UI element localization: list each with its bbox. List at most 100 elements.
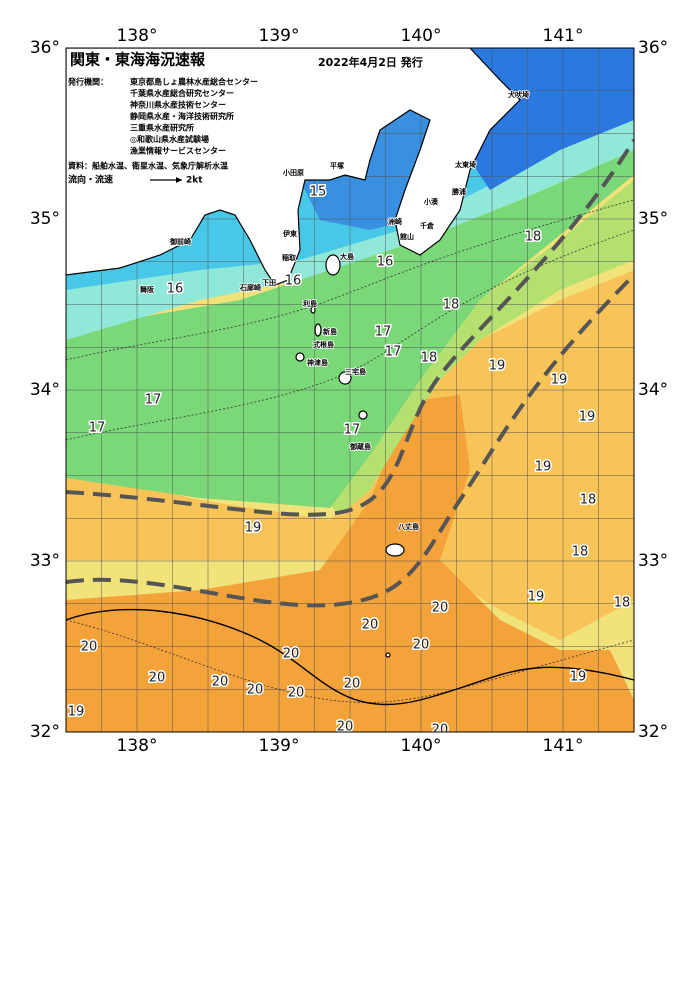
place-name: 勝浦 xyxy=(452,187,466,196)
latitude-label: 34° xyxy=(638,380,668,400)
temperature-label: 20 xyxy=(283,647,300,662)
place-name: 洲崎 xyxy=(388,217,402,226)
islands xyxy=(295,254,405,658)
place-name: 犬吠埼 xyxy=(508,90,529,99)
temperature-label: 17 xyxy=(385,345,402,360)
temperature-label: 17 xyxy=(145,393,162,408)
temperature-label: 20 xyxy=(247,683,264,698)
isotherm xyxy=(66,199,634,361)
latitude-label: 36° xyxy=(638,38,668,58)
isotherm xyxy=(66,619,634,703)
latitude-label: 35° xyxy=(638,209,668,229)
temperature-label: 20 xyxy=(432,723,449,738)
place-name: 平塚 xyxy=(330,161,344,170)
place-name: 八丈島 xyxy=(397,522,419,531)
place-name: 神津島 xyxy=(307,358,328,367)
temperature-label: 19 xyxy=(245,521,262,536)
temperature-label: 20 xyxy=(337,720,354,735)
temperature-label: 19 xyxy=(570,670,587,685)
island xyxy=(310,306,316,314)
current-legend-label: 流向・流速 xyxy=(68,174,113,186)
temperature-label: 15 xyxy=(310,185,327,200)
place-name: 御蔵島 xyxy=(349,442,371,451)
temperature-label: 19 xyxy=(535,460,552,475)
place-name: 小湊 xyxy=(423,197,439,206)
temperature-label: 16 xyxy=(285,274,302,289)
longitude-label: 139° xyxy=(259,736,300,756)
temperature-label: 17 xyxy=(89,421,106,436)
place-name: 利島 xyxy=(303,299,317,308)
place-name: 御前崎 xyxy=(169,237,191,246)
longitude-label: 138° xyxy=(117,26,158,46)
temperature-label: 18 xyxy=(580,493,597,508)
temperature-label: 20 xyxy=(413,638,430,653)
map-area: 15 16 16 16 18 18 17 17 18 19 19 19 17 17 17 19 18 19 18 19… xyxy=(66,48,634,738)
place-name: 千倉 xyxy=(420,221,435,230)
issue-date: 2022年4月2日 発行 xyxy=(318,55,423,69)
temperature-label: 18 xyxy=(421,351,438,366)
current-legend-speed: 2kt xyxy=(186,176,203,186)
latitude-label: 33° xyxy=(638,551,668,571)
island xyxy=(338,371,352,385)
place-name: 稲取 xyxy=(282,253,297,262)
temperature-label: 19 xyxy=(68,705,85,720)
place-name: 舞阪 xyxy=(140,285,155,294)
issuer: 千葉県水産総合研究センター xyxy=(130,88,234,98)
temperature-label: 19 xyxy=(579,410,596,425)
place-name: 式根島 xyxy=(313,340,334,349)
temperature-label: 20 xyxy=(362,618,379,633)
sea-deep-blue xyxy=(470,48,634,190)
isotherm xyxy=(66,229,634,441)
temperature-label: 18 xyxy=(443,298,460,313)
place-name: 下田 xyxy=(262,279,276,287)
issuer: 神奈川県水産技術センター xyxy=(130,100,226,110)
place-name: 太東埼 xyxy=(455,160,476,169)
issuer: 東京都島しょ農林水産総合センター xyxy=(130,77,258,87)
latitude-label: 34° xyxy=(30,380,60,400)
longitude-label: 138° xyxy=(117,736,158,756)
island xyxy=(325,254,341,276)
isotherms xyxy=(66,199,634,703)
place-name: 大島 xyxy=(340,252,354,261)
temperature-label: 18 xyxy=(614,596,631,611)
temperature-label: 20 xyxy=(81,640,98,655)
front-line xyxy=(66,138,634,517)
place-name: 伊東 xyxy=(282,229,298,238)
latitude-label: 36° xyxy=(30,38,60,58)
map-frame xyxy=(65,47,635,733)
temperature-label: 19 xyxy=(528,590,545,605)
latitude-label: 32° xyxy=(638,722,668,742)
current-legend-arrowhead xyxy=(176,177,182,183)
issuer: 漁業情報サービスセンター xyxy=(130,146,226,156)
land xyxy=(66,48,521,286)
place-name: 新島 xyxy=(323,327,337,336)
latitude-label: 33° xyxy=(30,551,60,571)
longitude-label: 139° xyxy=(259,26,300,46)
temperature-label: 19 xyxy=(489,359,506,374)
temperature-label: 16 xyxy=(167,282,184,297)
isotherm-20 xyxy=(66,608,634,706)
issuer-label: 発行機関： xyxy=(67,77,108,87)
front-line xyxy=(66,273,634,608)
island xyxy=(385,652,391,658)
temperature-labels: 15 16 16 16 18 18 17 17 18 19 19 19 17 17 17 19 18 19 18 19… xyxy=(66,183,632,738)
issuer-list: 東京都島しょ農林水産総合センター千葉県水産総合研究センター神奈川県水産技術センタ… xyxy=(130,77,258,156)
temperature-label: 20 xyxy=(344,677,361,692)
island xyxy=(358,410,368,420)
temperature-label: 20 xyxy=(212,675,229,690)
title: 関東・東海海況速報 xyxy=(70,51,206,69)
temperature-label: 17 xyxy=(375,325,392,340)
issuer: 静岡県水産・海洋技術研究所 xyxy=(130,111,234,121)
source: 資料：船舶水温、衛星水温、気象庁解析水温 xyxy=(68,161,228,171)
sea-light-green xyxy=(330,180,634,515)
longitude-label: 140° xyxy=(401,26,442,46)
place-name: 小田原 xyxy=(282,168,304,177)
longitude-label: 140° xyxy=(401,736,442,756)
temperature-label: 17 xyxy=(344,423,361,438)
place-name: 石廊崎 xyxy=(239,283,261,292)
latitude-label: 32° xyxy=(30,722,60,742)
temperature-label: 18 xyxy=(525,230,542,245)
